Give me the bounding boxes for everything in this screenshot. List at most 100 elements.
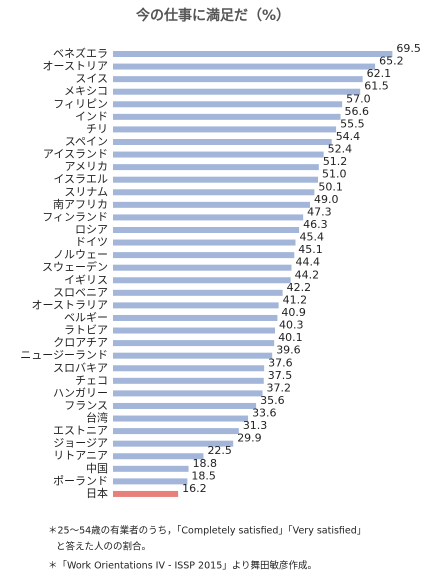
bar [113, 390, 263, 397]
category-label: 台湾 [86, 411, 108, 425]
bar [113, 365, 265, 372]
bar [113, 428, 239, 435]
bar [113, 239, 296, 246]
bar [113, 490, 179, 497]
footnote: ＊25～54歳の有業者のうち，「Completely satisfied」「Ve… [48, 525, 366, 537]
category-label: スリナム [64, 185, 108, 198]
bar [113, 88, 361, 95]
bar [113, 252, 295, 259]
bar [113, 453, 204, 460]
category-label: ジョージア [53, 437, 108, 450]
bar [113, 302, 279, 309]
bar [113, 189, 315, 196]
value-label: 51.2 [323, 155, 348, 168]
bar [113, 340, 275, 347]
bar [113, 377, 264, 384]
category-label: スペイン [65, 135, 108, 148]
value-label: 57.0 [346, 92, 371, 105]
value-label: 56.6 [345, 105, 370, 118]
category-label: フィンランド [42, 210, 108, 223]
bar [113, 415, 249, 422]
category-label: ロシア [75, 223, 108, 236]
value-label: 46.3 [303, 218, 328, 231]
value-label: 40.3 [279, 319, 304, 332]
value-label: 18.5 [191, 469, 216, 482]
value-label: 62.1 [367, 67, 392, 80]
category-label: スウェーデン [42, 260, 108, 274]
category-label: ノルウェー [53, 248, 108, 261]
category-label: チェコ [75, 374, 108, 387]
bar [113, 76, 363, 83]
category-label: スロベニア [53, 286, 108, 299]
category-label: フィリピン [53, 97, 108, 110]
bar [113, 327, 276, 334]
bar [113, 264, 292, 271]
category-label: ドイツ [75, 236, 108, 249]
category-label: ラトビア [64, 324, 108, 337]
value-label: 54.4 [336, 130, 361, 143]
category-label: エストニア [53, 424, 108, 437]
category-label: チリ [86, 122, 108, 135]
category-label: 南アフリカ [53, 198, 108, 211]
bar [113, 352, 273, 359]
value-label: 52.4 [328, 143, 353, 156]
value-label: 61.5 [364, 80, 389, 93]
value-label: 65.2 [379, 55, 404, 68]
value-label: 35.6 [260, 394, 285, 407]
bar [113, 63, 376, 70]
value-label: 37.2 [267, 381, 292, 394]
bar [113, 101, 343, 108]
value-label: 44.4 [295, 256, 320, 269]
footnote: ＊「Work Orientations IV - ISSP 2015」より舞田敏… [48, 560, 317, 572]
bar [113, 314, 278, 321]
bar [113, 440, 234, 447]
value-label: 51.0 [322, 168, 347, 181]
category-label: ハンガリー [53, 386, 108, 399]
category-label: リトアニア [53, 449, 108, 462]
category-label: インド [75, 110, 108, 123]
bar [113, 113, 341, 120]
category-label: イスラエル [53, 173, 108, 186]
category-label: オーストラリア [32, 298, 108, 311]
value-label: 33.6 [252, 407, 277, 420]
category-label: メキシコ [64, 85, 108, 98]
value-label: 22.5 [207, 444, 232, 457]
value-label: 16.2 [182, 482, 207, 495]
value-label: 41.2 [283, 293, 308, 306]
value-label: 47.3 [307, 205, 332, 218]
category-label: クロアチア [53, 336, 108, 349]
value-label: 37.6 [268, 356, 293, 369]
category-label: イギリス [64, 273, 108, 286]
value-label: 39.6 [276, 344, 301, 357]
value-label: 40.9 [281, 306, 306, 319]
category-label: フランス [64, 399, 108, 412]
value-label: 69.5 [396, 42, 421, 55]
bar [113, 289, 283, 296]
value-label: 40.1 [278, 331, 303, 344]
category-label: スイス [75, 72, 108, 85]
category-label: アイスランド [43, 148, 108, 161]
value-label: 42.2 [287, 281, 312, 294]
bar [113, 51, 393, 57]
value-label: 45.1 [298, 243, 323, 256]
bar [113, 164, 319, 171]
category-label: 中国 [86, 462, 108, 475]
category-label: アメリカ [65, 160, 108, 173]
value-label: 45.4 [300, 231, 325, 244]
category-label: ベネズエラ [53, 46, 108, 60]
value-label: 49.0 [314, 193, 339, 206]
bar [113, 201, 310, 208]
value-label: 55.5 [340, 117, 365, 130]
value-label: 44.2 [295, 268, 320, 281]
value-label: 31.3 [243, 419, 267, 432]
bar [113, 277, 291, 284]
bar [113, 465, 189, 472]
category-label: ベルギー [64, 311, 108, 324]
category-label: 日本 [86, 486, 108, 500]
category-label: ポーランド [53, 474, 108, 487]
bar [113, 151, 324, 158]
bar [113, 478, 188, 485]
bar [113, 214, 304, 221]
value-label: 50.1 [318, 180, 343, 193]
